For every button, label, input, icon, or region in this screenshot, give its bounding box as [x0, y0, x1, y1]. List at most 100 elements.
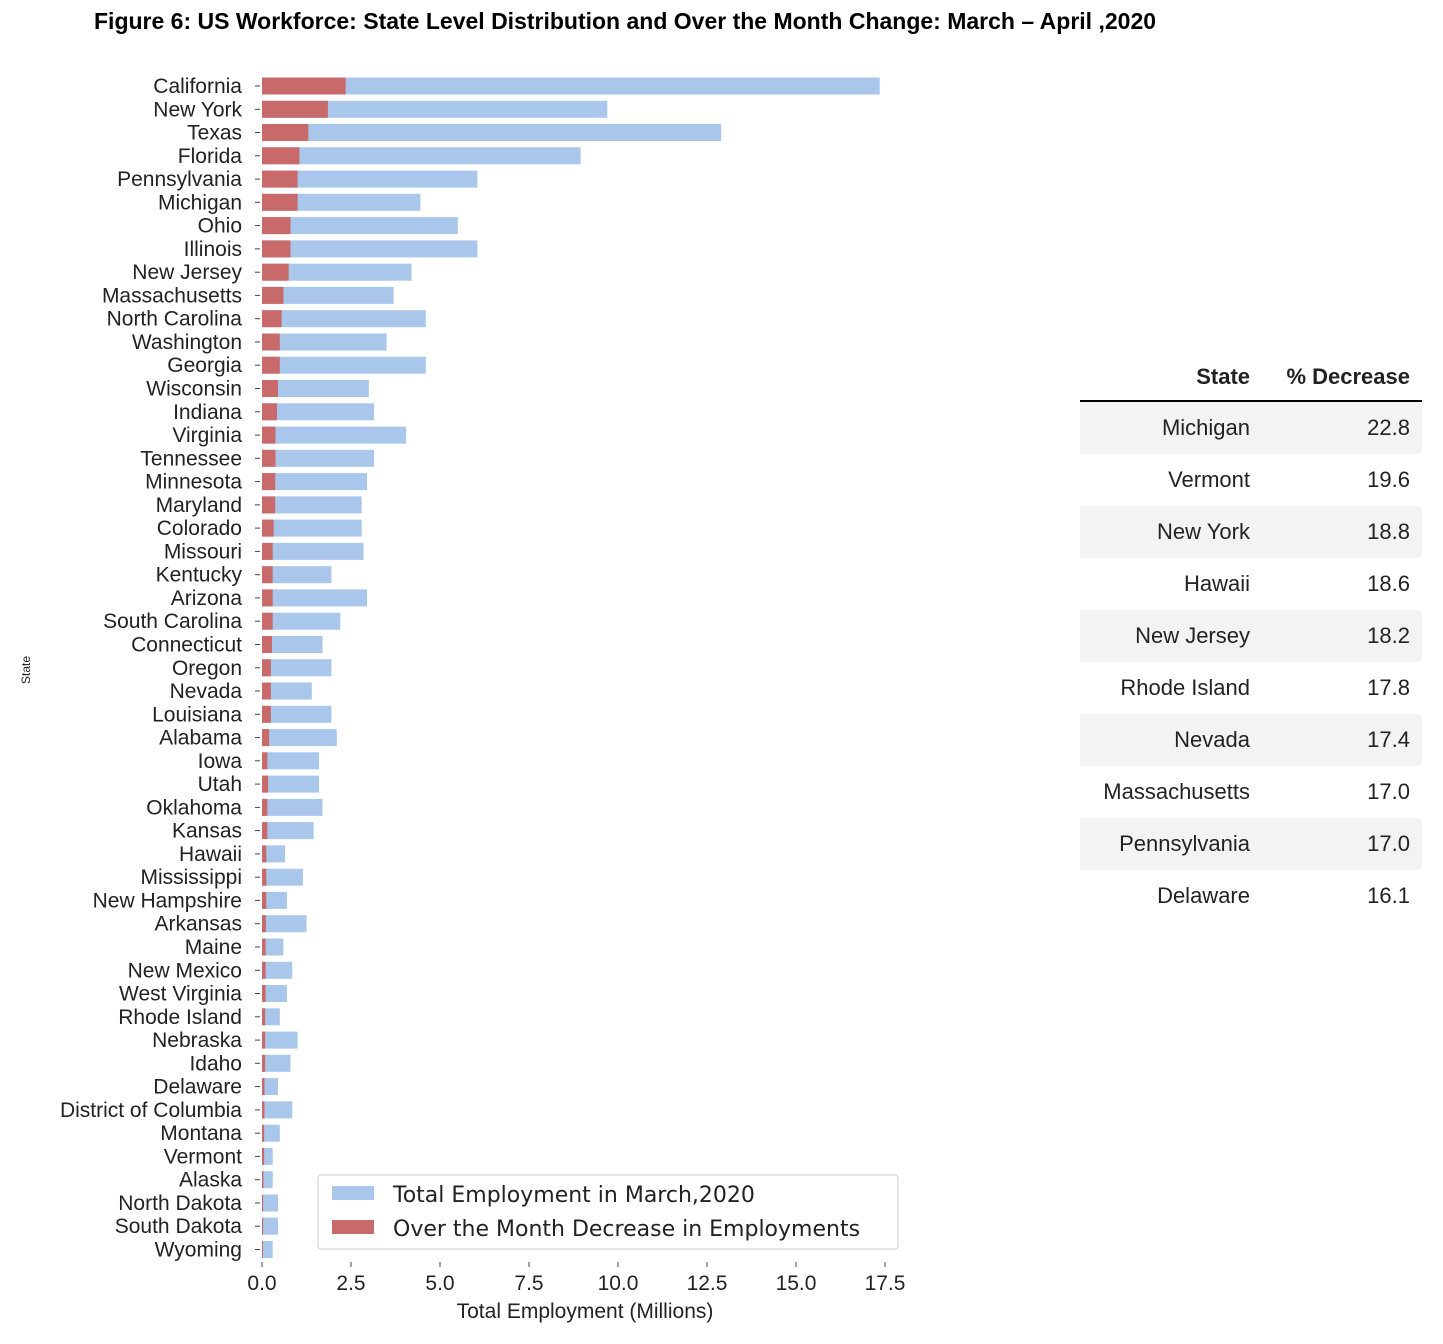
y-tick-label: Maryland — [156, 494, 242, 517]
x-tick-label: 7.5 — [514, 1272, 543, 1295]
bar-month-decrease — [262, 449, 276, 467]
bar-month-decrease — [262, 1147, 265, 1165]
bar-total-employment — [262, 217, 458, 235]
legend-label-total: Total Employment in March,2020 — [392, 1183, 755, 1208]
bar-month-decrease — [262, 217, 291, 235]
y-tick-label: Virginia — [172, 424, 242, 447]
bar-month-decrease — [262, 1124, 265, 1142]
bar-total-employment — [262, 403, 375, 421]
y-tick-label: Iowa — [198, 750, 243, 773]
bar-month-decrease — [262, 147, 300, 165]
legend-swatch-decrease — [332, 1220, 374, 1234]
y-tick-label: Montana — [160, 1122, 242, 1145]
bar-total-employment — [262, 729, 337, 747]
y-tick-label: Colorado — [157, 517, 242, 540]
bar-total-employment — [262, 240, 478, 258]
bar-total-employment — [262, 566, 332, 584]
y-tick-label: Hawaii — [179, 843, 242, 866]
y-axis-label: State — [19, 656, 33, 684]
table-cell-state: New Jersey — [1080, 610, 1262, 662]
bar-month-decrease — [262, 891, 267, 909]
bar-month-decrease — [262, 589, 273, 607]
bar-month-decrease — [262, 1054, 266, 1072]
legend: Total Employment in March,2020 Over the … — [317, 1174, 899, 1250]
bar-total-employment — [262, 519, 362, 537]
y-tick-label: Connecticut — [131, 634, 242, 657]
y-tick-label: New Jersey — [132, 261, 242, 284]
bar-month-decrease — [262, 612, 273, 630]
x-tick-label: 10.0 — [598, 1272, 639, 1295]
bar-month-decrease — [262, 705, 271, 723]
bar-month-decrease — [262, 1241, 263, 1258]
bar-month-decrease — [262, 1031, 266, 1049]
bar-total-employment — [262, 380, 369, 397]
legend-label-decrease: Over the Month Decrease in Employments — [393, 1217, 860, 1242]
y-tick-label: North Dakota — [118, 1192, 242, 1215]
table-cell-state: Nevada — [1080, 714, 1262, 766]
x-tick-label: 12.5 — [687, 1272, 728, 1295]
table-cell-value: 22.8 — [1262, 401, 1422, 454]
y-tick-label: District of Columbia — [60, 1099, 242, 1122]
table-cell-value: 17.8 — [1367, 675, 1410, 700]
bar-total-employment — [262, 1147, 273, 1165]
bar-total-employment — [262, 961, 293, 979]
table-row: Hawaii 18.6 — [1080, 558, 1422, 610]
y-tick-label: Texas — [187, 122, 242, 145]
bar-month-decrease — [262, 240, 291, 258]
bar-total-employment — [262, 1171, 273, 1189]
table-row: Vermont 19.6 — [1080, 454, 1422, 506]
y-tick-label: Wyoming — [155, 1239, 242, 1262]
table-header-row: State % Decrease — [1080, 354, 1422, 402]
bar-month-decrease — [262, 124, 309, 141]
bar-month-decrease — [262, 333, 280, 351]
bar-month-decrease — [262, 868, 267, 886]
bar-total-employment — [262, 636, 323, 653]
bar-total-employment — [262, 77, 880, 95]
bar-total-employment — [262, 845, 286, 863]
table-cell-value: 18.2 — [1262, 610, 1422, 662]
y-tick-label: Missouri — [164, 540, 242, 563]
bar-month-decrease — [262, 636, 272, 653]
bar-month-decrease — [262, 77, 346, 95]
bar-total-employment — [262, 705, 332, 723]
table-cell-value: 16.1 — [1367, 883, 1410, 908]
bar-month-decrease — [262, 356, 280, 374]
table-cell-value: 18.8 — [1262, 506, 1422, 558]
bar-total-employment — [262, 682, 312, 700]
table-cell-state: New York — [1080, 506, 1262, 558]
bar-total-employment — [262, 868, 303, 886]
y-tick-label: Nebraska — [152, 1029, 242, 1052]
y-tick-label: Oklahoma — [146, 796, 242, 819]
y-tick-label: South Dakota — [115, 1215, 243, 1238]
legend-swatch-total — [332, 1186, 374, 1200]
bar-month-decrease — [262, 752, 268, 770]
table-row: Rhode Island 17.8 — [1080, 662, 1422, 714]
bar-total-employment — [262, 659, 332, 677]
bar-month-decrease — [262, 1194, 264, 1212]
bar-total-employment — [262, 147, 581, 165]
bar-total-employment — [262, 1124, 280, 1142]
bar-month-decrease — [262, 170, 298, 188]
bar-month-decrease — [262, 1217, 264, 1235]
table-header-decrease: % Decrease — [1262, 354, 1422, 402]
bar-month-decrease — [262, 426, 276, 444]
y-tick-label: Minnesota — [145, 471, 242, 494]
x-tick-label: 0.0 — [247, 1272, 276, 1295]
bar-month-decrease — [262, 798, 268, 816]
bar-month-decrease — [262, 822, 268, 840]
x-tick-labels: 0.0 2.5 5.0 7.5 10.0 12.5 15.0 17.5 — [247, 1262, 905, 1295]
y-tick-label: Michigan — [158, 191, 242, 214]
y-tick-label: Ohio — [198, 215, 242, 238]
table-cell-value: 17.4 — [1262, 714, 1422, 766]
table-header-state: State — [1080, 354, 1262, 402]
x-tick-label: 2.5 — [336, 1272, 365, 1295]
bar-total-employment — [262, 426, 407, 444]
table-cell-state: Vermont — [1168, 467, 1250, 492]
bar-month-decrease — [262, 915, 266, 933]
bar-total-employment — [262, 891, 287, 909]
y-tick-label: Rhode Island — [118, 1006, 242, 1029]
bar-month-decrease — [262, 100, 328, 118]
table-cell-value: 19.6 — [1367, 467, 1410, 492]
bar-total-employment — [262, 985, 287, 1002]
